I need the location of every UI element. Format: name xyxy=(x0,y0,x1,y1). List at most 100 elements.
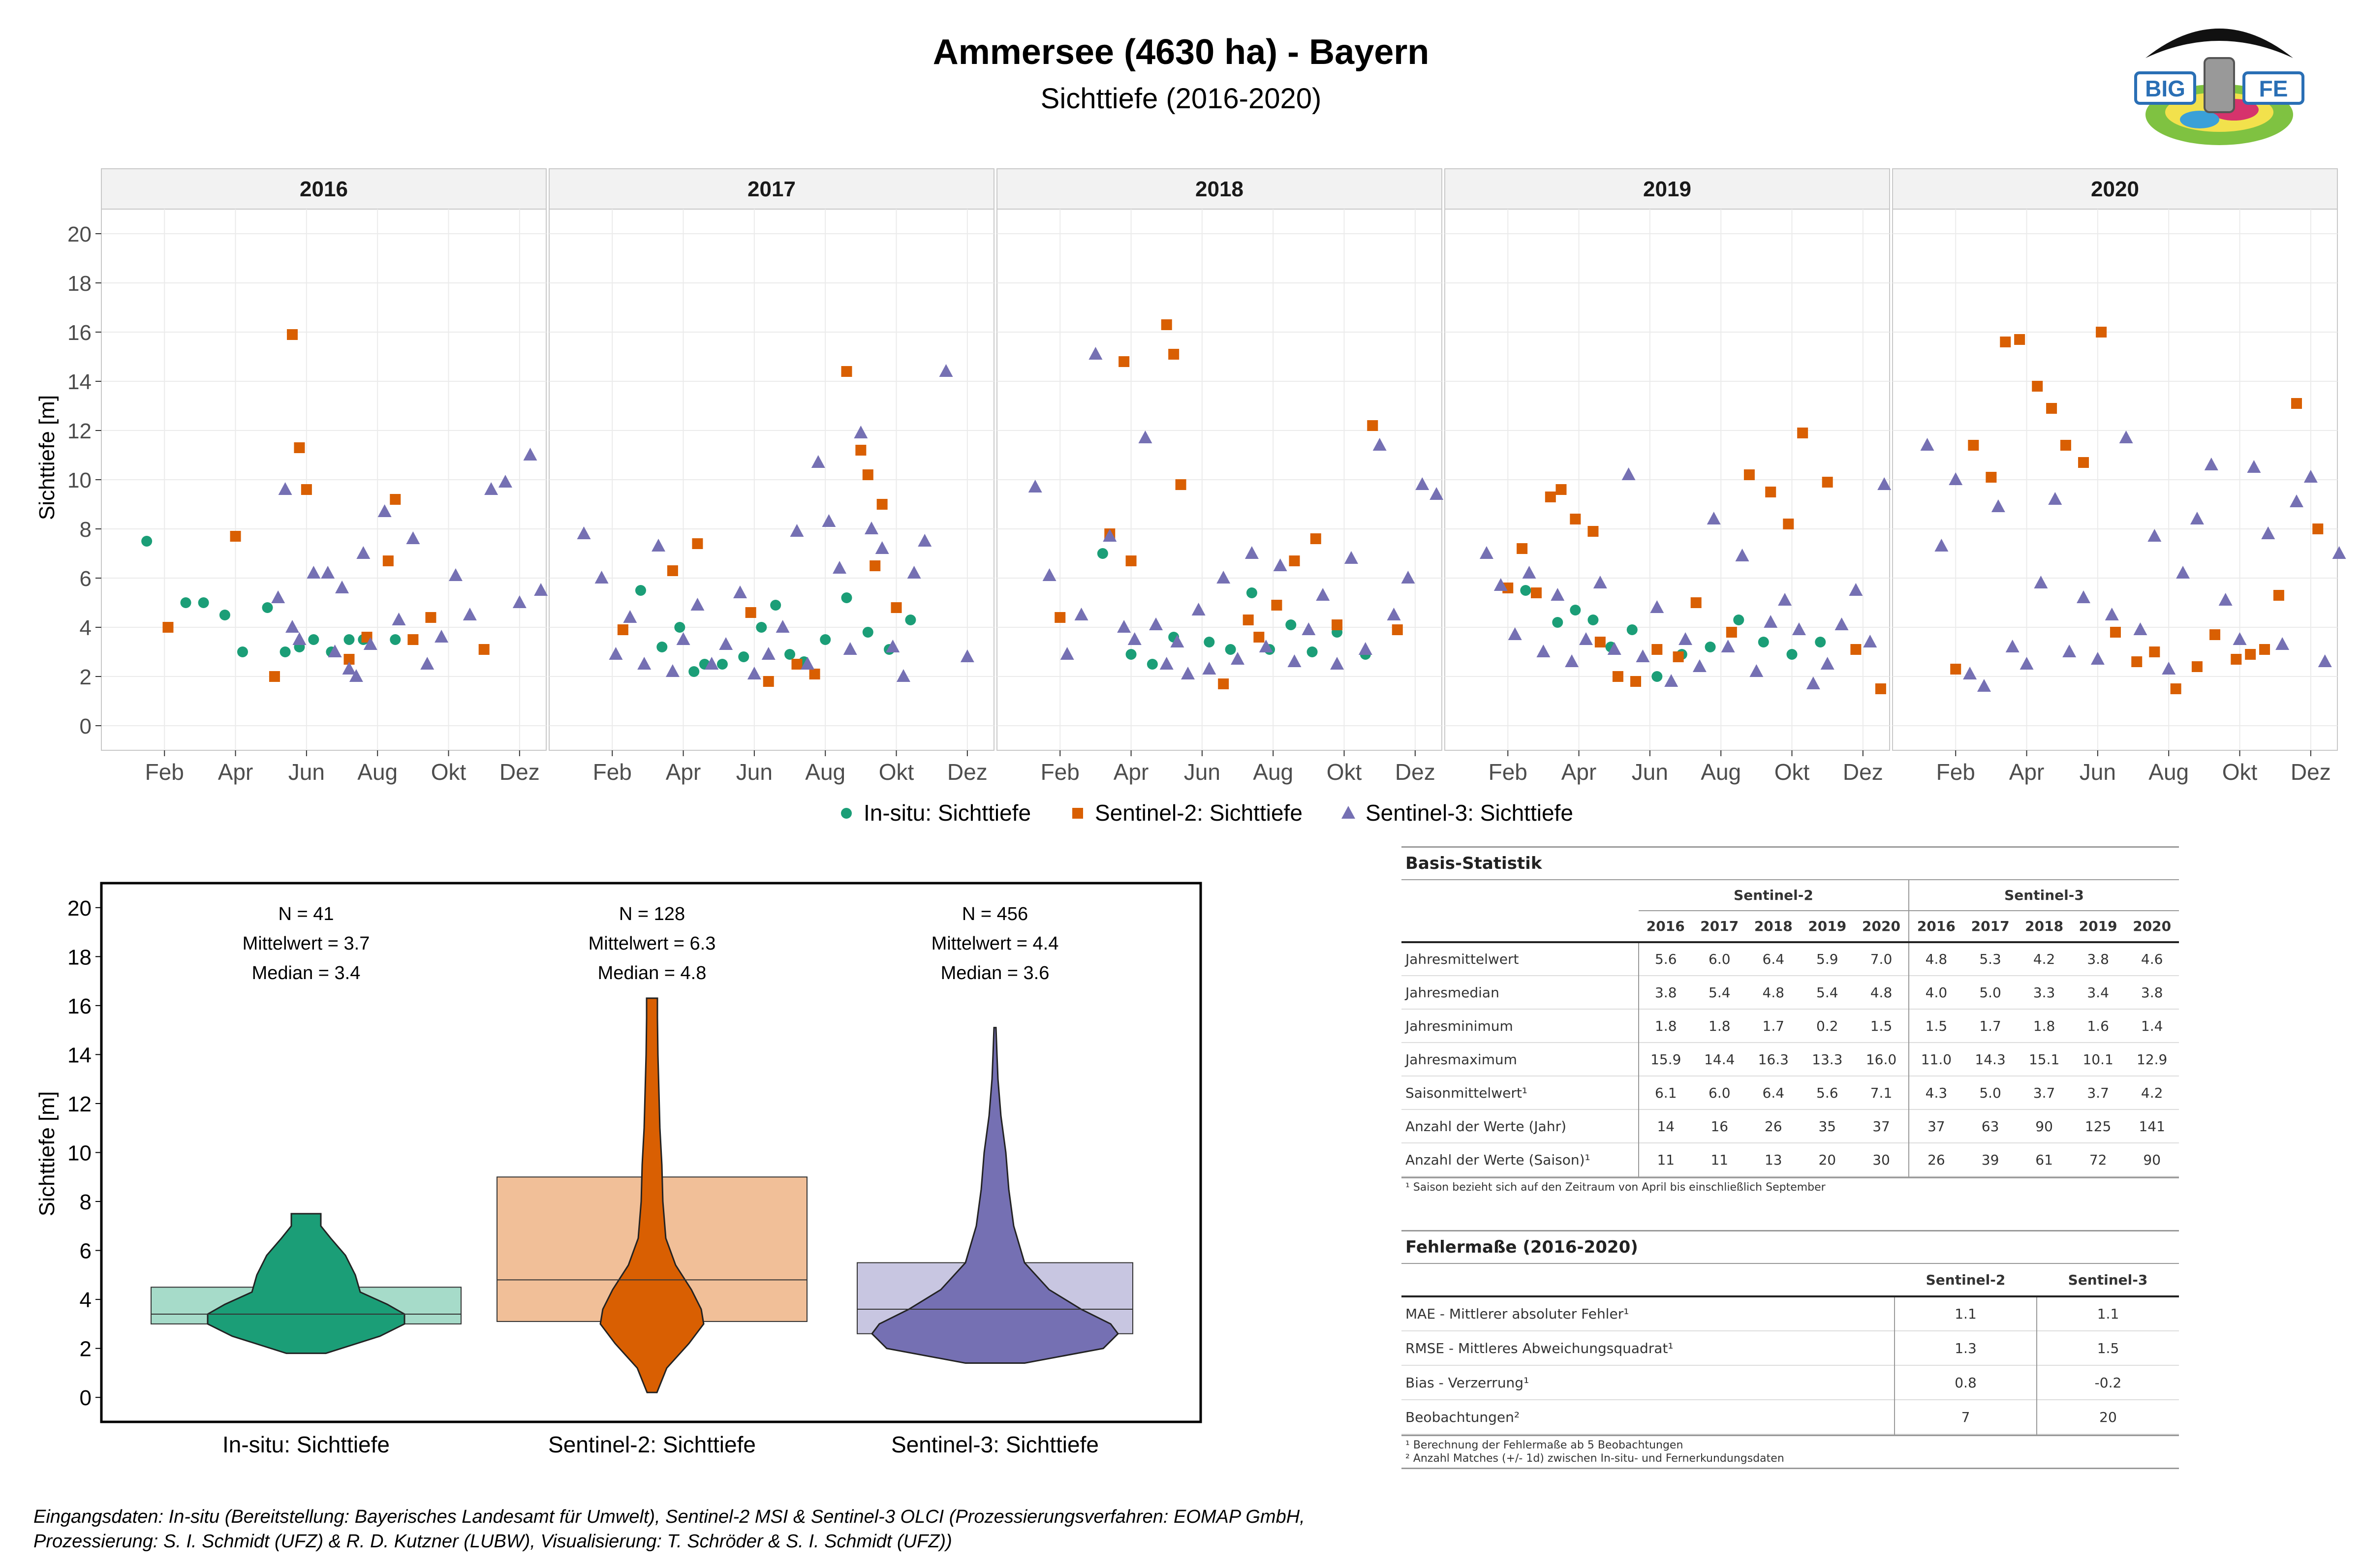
table-cell: 1.5 xyxy=(2036,1331,2179,1365)
s3-point xyxy=(1259,640,1273,652)
s3-point xyxy=(498,475,512,488)
s3-point xyxy=(665,664,680,677)
s3-point xyxy=(594,571,609,584)
insitu-point xyxy=(1204,637,1215,647)
table-cell: 4.8 xyxy=(1762,984,1785,1001)
s2-point xyxy=(763,676,774,687)
s3-point xyxy=(896,669,910,682)
s3-point xyxy=(2318,654,2332,667)
s2-point xyxy=(2000,337,2011,347)
x-tick-label: Jun xyxy=(1632,759,1668,785)
table-row: Beobachtungen² 7 20 xyxy=(1401,1400,2179,1434)
insitu-point xyxy=(1097,548,1108,559)
x-tick-label: Apr xyxy=(1561,759,1597,785)
s3-point xyxy=(854,426,868,438)
x-tick-label: Aug xyxy=(805,759,845,785)
table-cell: 3.8 xyxy=(2087,951,2109,967)
insitu-point xyxy=(1786,649,1798,660)
table-cell: 7.0 xyxy=(1870,951,1893,967)
table-cell: 141 xyxy=(2139,1118,2165,1135)
s3-point xyxy=(463,608,477,620)
y-tick-label: 16 xyxy=(67,994,92,1018)
s2-point xyxy=(841,366,852,377)
violin-shape xyxy=(207,1213,405,1354)
s2-point xyxy=(1850,644,1862,655)
s3-point xyxy=(392,613,406,625)
error-footnote-1: ¹ Berechnung der Fehlermaße ab 5 Beobach… xyxy=(1401,1435,2179,1451)
insitu-point xyxy=(756,622,767,633)
insitu-point xyxy=(862,627,873,638)
insitu-point xyxy=(1147,659,1158,670)
annotation-n: N = 128 xyxy=(619,904,685,924)
s3-point xyxy=(1149,617,1163,630)
y-tick-label: 2 xyxy=(80,1337,92,1361)
x-tick-label: Jun xyxy=(1184,759,1220,785)
s2-point xyxy=(1673,651,1684,662)
chart-title: Ammersee (4630 ha) - Bayern xyxy=(933,32,1430,72)
s3-point xyxy=(1664,674,1678,687)
s2-point xyxy=(2273,590,2284,601)
s2-point xyxy=(1218,678,1229,689)
table-cell: 35 xyxy=(1818,1118,1836,1135)
table-cell: 4.0 xyxy=(1908,976,1963,1009)
table-cell: 3.4 xyxy=(2087,984,2109,1001)
s2-point xyxy=(2060,440,2071,451)
table-row: Bias - Verzerrung¹ 0.8 -0.2 xyxy=(1401,1365,2179,1400)
s3-point xyxy=(1430,487,1444,500)
error-footnote-2: ² Anzahl Matches (+/- 1d) zwischen In-si… xyxy=(1401,1451,2179,1469)
s3-point xyxy=(342,662,356,675)
s2-point xyxy=(1612,671,1623,682)
insitu-point xyxy=(1125,649,1137,660)
s3-point xyxy=(448,568,463,581)
s2-point xyxy=(343,654,355,665)
s2-point xyxy=(390,494,401,505)
s3-point xyxy=(1181,667,1195,679)
insitu-point xyxy=(308,634,319,645)
table-cell: 4.3 xyxy=(1908,1076,1963,1109)
legend-key xyxy=(1072,808,1083,819)
table-cell: 1.7 xyxy=(1979,1017,2001,1034)
row-label: Saisonmittelwert¹ xyxy=(1401,1076,1639,1109)
s3-point xyxy=(512,595,527,608)
table-cell: 1.4 xyxy=(2141,1017,2163,1034)
s3-point xyxy=(1707,512,1721,524)
s3-point xyxy=(2176,566,2190,579)
s3-point xyxy=(843,642,857,655)
x-tick-label: Aug xyxy=(1701,759,1741,785)
s2-point xyxy=(1690,597,1702,608)
s2-point xyxy=(2209,629,2221,640)
scatter-y-axis: 0 2 4 6 8 10 12 14 16 18 20 xyxy=(67,222,101,738)
insitu-point xyxy=(1552,617,1563,628)
x-tick-label: Apr xyxy=(218,759,253,785)
s2-point xyxy=(855,445,867,456)
s3-point xyxy=(1820,657,1834,670)
s3-point xyxy=(1401,571,1415,584)
s3-point xyxy=(1949,472,1963,485)
s2-point xyxy=(745,607,756,618)
table-cell: 39 xyxy=(1981,1151,1999,1168)
insitu-point xyxy=(198,597,209,608)
s3-point xyxy=(1934,539,1949,552)
table-cell: 4.6 xyxy=(2141,951,2163,967)
table-cell: 5.9 xyxy=(1816,951,1838,967)
s3-point xyxy=(321,566,335,579)
insitu-point xyxy=(905,615,916,625)
footer-line-2: Prozessierung: S. I. Schmidt (UFZ) & R. … xyxy=(33,1531,952,1552)
error-table-title: Fehlermaße (2016-2020) xyxy=(1405,1237,1638,1257)
s3-point xyxy=(2303,470,2318,483)
table-cell: 5.0 xyxy=(1979,984,2001,1001)
s3-point xyxy=(1244,546,1259,559)
s3-point xyxy=(1920,438,1934,451)
table-cell: 4.2 xyxy=(2033,951,2055,967)
insitu-point xyxy=(1705,642,1716,652)
s3-point xyxy=(776,620,790,633)
table-cell: 30 xyxy=(1872,1151,1890,1168)
annotation-median: Median = 3.4 xyxy=(252,963,361,984)
s3-point xyxy=(1479,546,1493,559)
s3-point xyxy=(637,657,652,670)
x-tick-label: Aug xyxy=(357,759,398,785)
s3-point xyxy=(1302,622,1316,635)
x-tick-label: Okt xyxy=(1327,759,1362,785)
s3-point xyxy=(1650,600,1664,613)
facet-strip xyxy=(549,168,995,210)
